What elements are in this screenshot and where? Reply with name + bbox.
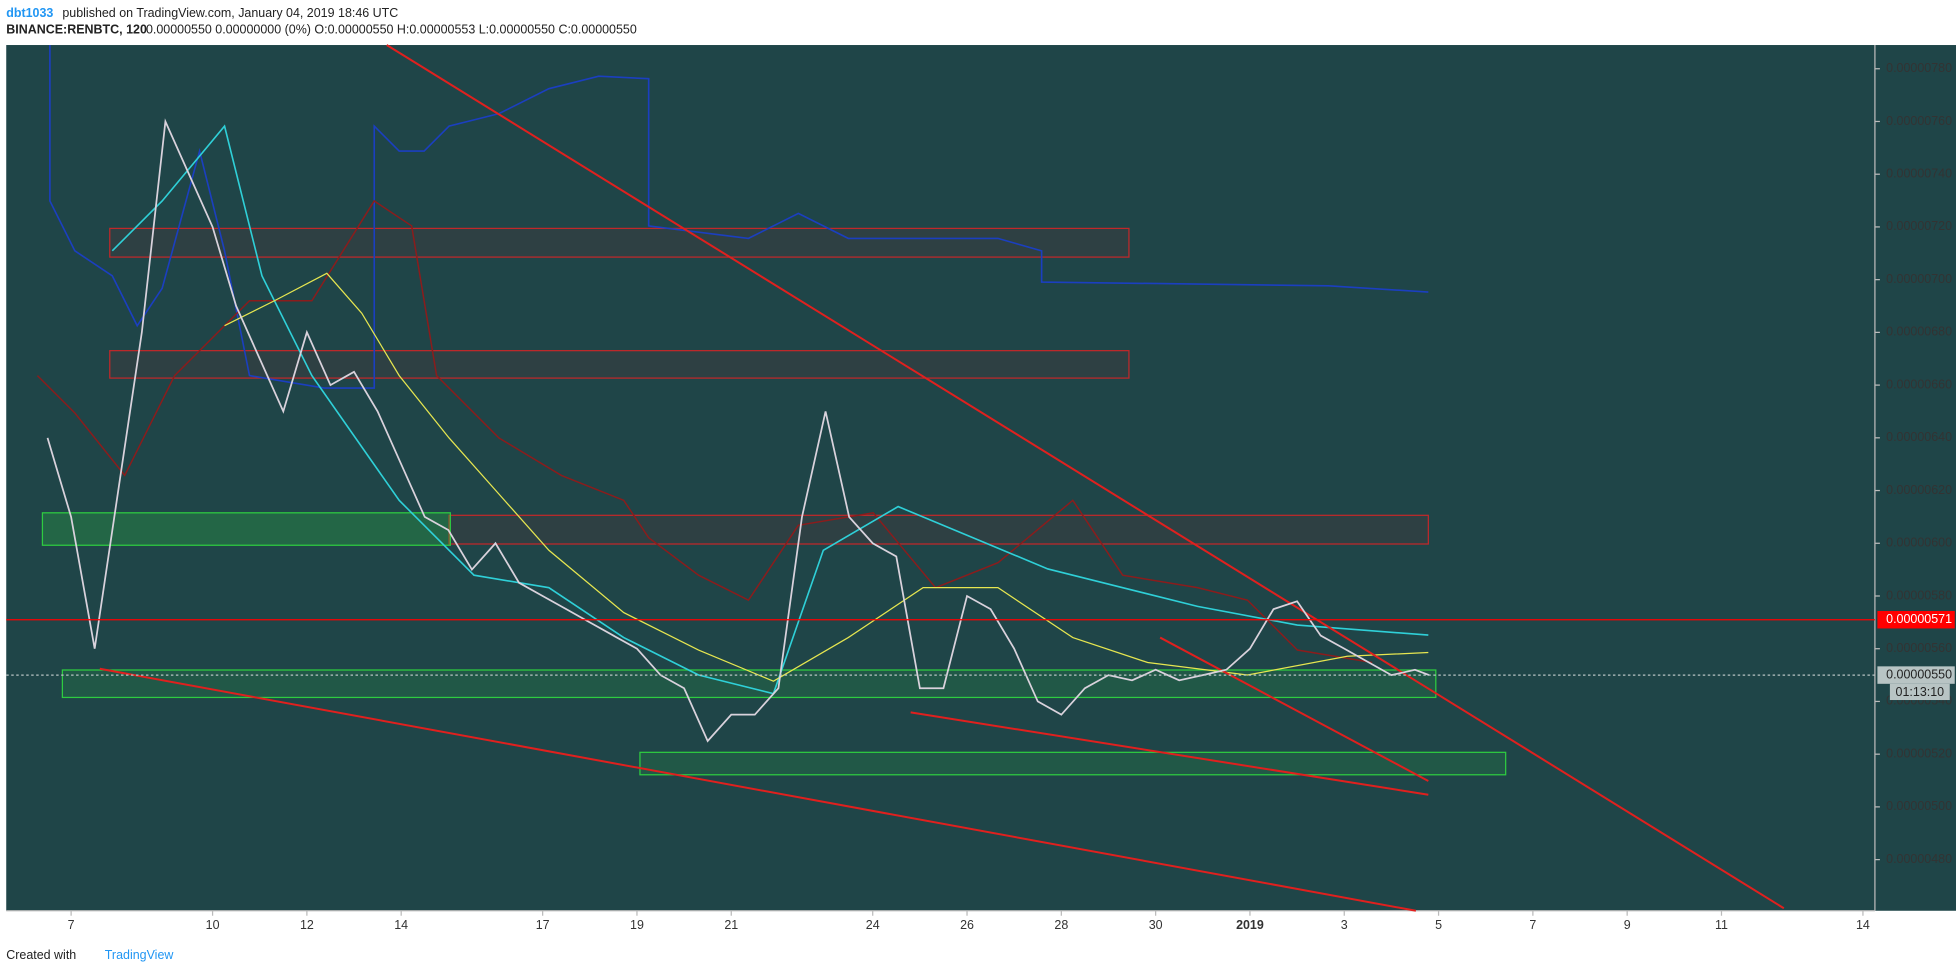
trend-line: [99, 667, 1417, 912]
x-tick-label: 5: [1435, 918, 1442, 932]
x-tick-label: 2019: [1236, 918, 1264, 932]
y-tick-label: 0.00000480: [1886, 852, 1952, 866]
price-label: 0.00000571: [1886, 612, 1952, 626]
blue-indicator: [49, 45, 1429, 389]
countdown-box: [1889, 683, 1950, 701]
footer-created: Created with: [6, 948, 76, 962]
yellow-average: [224, 272, 1429, 682]
y-tick-label: 0.00000500: [1886, 799, 1952, 813]
x-tick-label: 7: [68, 918, 75, 932]
x-tick-label: 21: [724, 918, 738, 932]
x-tick-label: 3: [1341, 918, 1348, 932]
y-tick-label: 0.00000620: [1886, 483, 1952, 497]
x-tick-label: 28: [1054, 918, 1068, 932]
x-tick-label: 7: [1529, 918, 1536, 932]
support-zone: [639, 751, 1507, 776]
cyan-average: [111, 124, 1429, 695]
x-tick-label: 12: [300, 918, 314, 932]
x-tick-label: 14: [1856, 918, 1870, 932]
trend-line: [1159, 636, 1429, 782]
x-tick-label: 9: [1624, 918, 1631, 932]
price-axis-background: [1874, 45, 1956, 911]
countdown: 01:13:10: [1896, 685, 1945, 699]
x-tick-label: 17: [536, 918, 550, 932]
y-tick-label: 0.00000680: [1886, 325, 1952, 339]
trend-line: [910, 711, 1429, 796]
resistance-zone: [448, 514, 1429, 545]
symbol-title: BINANCE:RENBTC, 120: [6, 22, 147, 36]
footer-brand[interactable]: TradingView: [105, 948, 175, 962]
y-tick-label: 0.00000740: [1886, 166, 1952, 180]
resistance-zone: [109, 227, 1130, 258]
price-label: 0.00000550: [1886, 667, 1952, 681]
price-line: [46, 118, 1430, 743]
price-label-box: [1877, 610, 1955, 629]
x-tick-label: 30: [1149, 918, 1163, 932]
x-tick-label: 14: [394, 918, 408, 932]
red-indicator: [36, 199, 1373, 664]
y-tick-label: 0.00000520: [1886, 746, 1952, 760]
x-tick-label: 11: [1715, 918, 1728, 932]
plot-background: [6, 45, 1875, 911]
support-zone: [41, 512, 451, 546]
y-tick-label: 0.00000580: [1886, 588, 1952, 602]
x-tick-label: 24: [866, 918, 880, 932]
header-legend: 0.00000550 0.00000000 (0%) O:0.00000550 …: [146, 22, 637, 36]
y-tick-label: 0.00000640: [1886, 430, 1952, 444]
x-tick-label: 19: [630, 918, 644, 932]
trend-line: [386, 44, 1785, 910]
price-label-box: [1877, 666, 1955, 684]
y-tick-label: 0.00000780: [1886, 61, 1952, 75]
header-author[interactable]: dbt1033: [6, 6, 53, 20]
x-tick-label: 10: [206, 918, 220, 932]
x-tick-label: 26: [960, 918, 974, 932]
y-tick-label: 0.00000720: [1886, 219, 1952, 233]
y-tick-label: 0.00000660: [1886, 377, 1952, 391]
resistance-zone: [109, 350, 1130, 379]
y-tick-label: 0.00000700: [1886, 272, 1952, 286]
header-published: published on TradingView.com, January 04…: [62, 6, 398, 20]
y-tick-label: 0.00000760: [1886, 114, 1952, 128]
y-tick-label: 0.00000600: [1886, 536, 1952, 550]
y-tick-label: 0.00000560: [1886, 641, 1952, 655]
